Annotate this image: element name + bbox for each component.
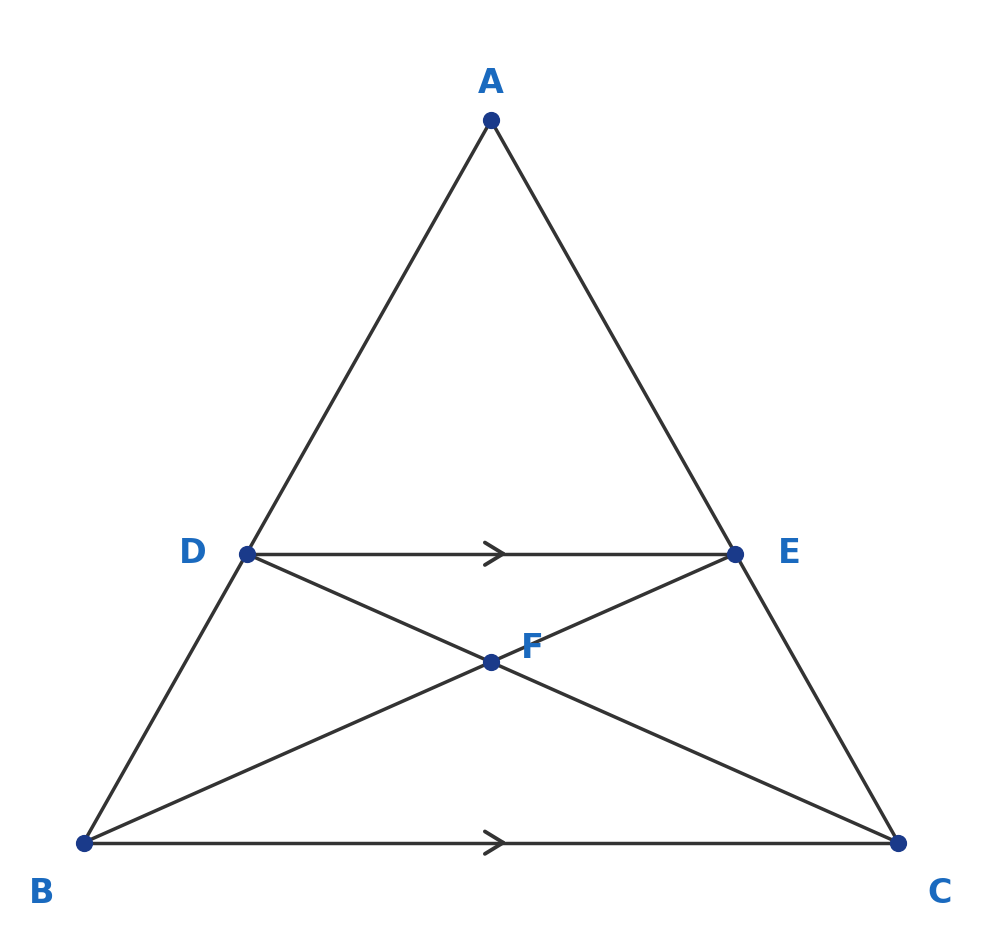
Point	[483, 655, 499, 669]
Text: E: E	[778, 537, 800, 570]
Point	[76, 835, 91, 850]
Text: D: D	[179, 537, 206, 570]
Point	[483, 113, 499, 128]
Text: B: B	[29, 877, 55, 910]
Text: A: A	[478, 67, 504, 100]
Point	[891, 835, 906, 850]
Point	[239, 546, 254, 561]
Text: C: C	[928, 877, 953, 910]
Point	[728, 546, 743, 561]
Text: F: F	[521, 632, 544, 665]
